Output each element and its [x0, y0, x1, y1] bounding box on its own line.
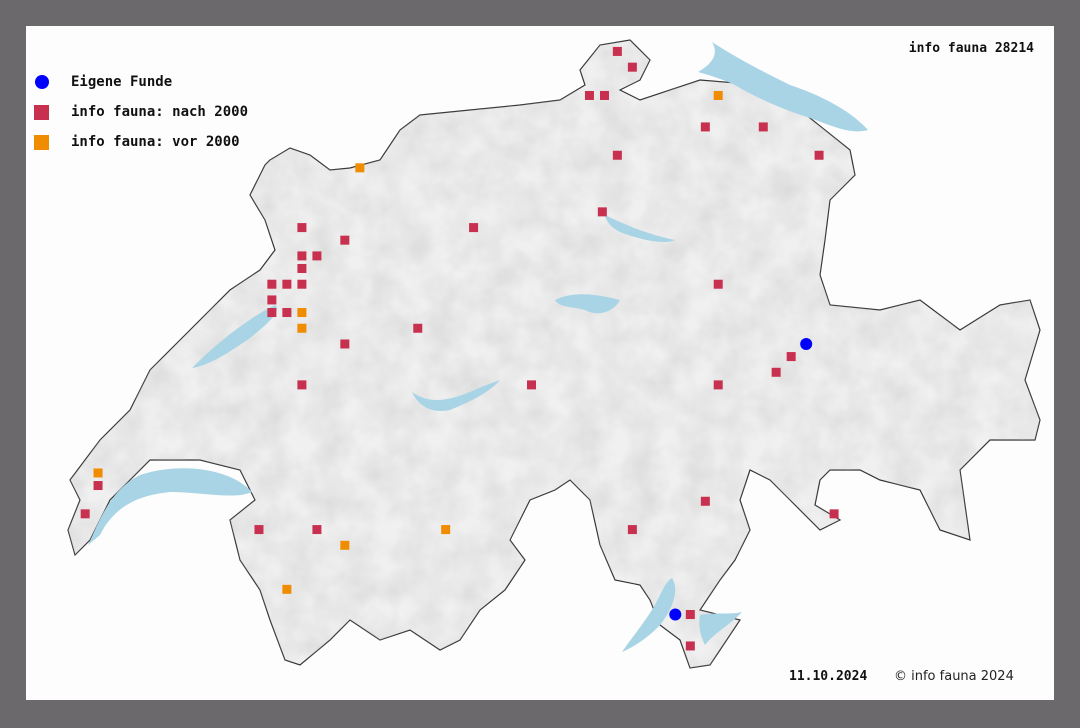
lake-thun-brienz — [412, 380, 500, 411]
record-before-2000-marker[interactable] — [297, 323, 307, 333]
lake-zurich — [605, 215, 675, 243]
legend: Eigene Funde info fauna: nach 2000 info … — [26, 26, 286, 156]
record-after-2000-marker[interactable] — [254, 525, 264, 535]
record-after-2000-marker[interactable] — [713, 279, 723, 289]
map-frame: Eigene Funde info fauna: nach 2000 info … — [26, 26, 1054, 700]
record-before-2000-marker[interactable] — [282, 584, 292, 594]
record-after-2000-marker[interactable] — [282, 279, 292, 289]
record-markers — [80, 46, 839, 651]
own-record-marker[interactable] — [669, 608, 682, 621]
relief-shading — [68, 40, 1040, 668]
red-square-icon — [34, 104, 49, 120]
legend-item-before-2000: info fauna: vor 2000 — [34, 132, 284, 152]
record-after-2000-marker[interactable] — [758, 122, 768, 132]
own-record-marker[interactable] — [800, 337, 813, 350]
record-after-2000-marker[interactable] — [700, 496, 710, 506]
lake-maggiore — [622, 578, 676, 652]
record-after-2000-marker[interactable] — [297, 380, 307, 390]
legend-item-own: Eigene Funde — [34, 72, 284, 92]
legend-label: info fauna: nach 2000 — [71, 104, 249, 120]
record-after-2000-marker[interactable] — [80, 509, 90, 519]
record-after-2000-marker[interactable] — [713, 380, 723, 390]
record-before-2000-marker[interactable] — [297, 308, 307, 318]
lake-lugano — [699, 612, 742, 645]
date-label: 11.10.2024 — [789, 669, 868, 684]
legend-label: info fauna: vor 2000 — [71, 134, 240, 150]
record-before-2000-marker[interactable] — [93, 468, 103, 478]
record-before-2000-marker[interactable] — [355, 163, 365, 173]
record-after-2000-marker[interactable] — [829, 509, 839, 519]
record-after-2000-marker[interactable] — [312, 251, 322, 261]
legend-item-after-2000: info fauna: nach 2000 — [34, 102, 284, 122]
record-after-2000-marker[interactable] — [700, 122, 710, 132]
record-before-2000-marker[interactable] — [340, 540, 350, 550]
lake-neuchatel — [192, 305, 278, 368]
record-after-2000-marker[interactable] — [297, 279, 307, 289]
lake-constance — [698, 42, 868, 132]
record-after-2000-marker[interactable] — [267, 295, 277, 305]
record-before-2000-marker[interactable] — [713, 90, 723, 100]
record-after-2000-marker[interactable] — [282, 308, 292, 318]
record-after-2000-marker[interactable] — [340, 235, 350, 245]
record-after-2000-marker[interactable] — [297, 223, 307, 233]
record-after-2000-marker[interactable] — [297, 263, 307, 273]
record-after-2000-marker[interactable] — [786, 352, 796, 362]
lake-lucerne — [555, 294, 620, 314]
switzerland-map[interactable] — [26, 26, 1054, 700]
record-after-2000-marker[interactable] — [627, 62, 637, 72]
lake-geneva — [88, 468, 252, 545]
record-after-2000-marker[interactable] — [771, 367, 781, 377]
record-after-2000-marker[interactable] — [297, 251, 307, 261]
record-after-2000-marker[interactable] — [814, 150, 824, 160]
record-after-2000-marker[interactable] — [612, 46, 622, 56]
record-after-2000-marker[interactable] — [469, 223, 479, 233]
record-after-2000-marker[interactable] — [685, 641, 695, 651]
record-after-2000-marker[interactable] — [340, 339, 350, 349]
record-after-2000-marker[interactable] — [599, 90, 609, 100]
record-before-2000-marker[interactable] — [441, 525, 451, 535]
blue-circle-icon — [35, 75, 49, 89]
record-after-2000-marker[interactable] — [527, 380, 537, 390]
record-after-2000-marker[interactable] — [597, 207, 607, 217]
record-after-2000-marker[interactable] — [413, 323, 423, 333]
record-after-2000-marker[interactable] — [685, 610, 695, 620]
record-after-2000-marker[interactable] — [584, 90, 594, 100]
record-after-2000-marker[interactable] — [312, 525, 322, 535]
lakes — [88, 42, 868, 652]
record-after-2000-marker[interactable] — [612, 150, 622, 160]
orange-square-icon — [34, 134, 49, 150]
record-after-2000-marker[interactable] — [93, 481, 103, 491]
record-after-2000-marker[interactable] — [627, 525, 637, 535]
copyright-label: © info fauna 2024 — [894, 669, 1014, 684]
record-after-2000-marker[interactable] — [267, 308, 277, 318]
map-title: info fauna 28214 — [908, 41, 1034, 56]
legend-label: Eigene Funde — [71, 74, 173, 90]
record-after-2000-marker[interactable] — [267, 279, 277, 289]
